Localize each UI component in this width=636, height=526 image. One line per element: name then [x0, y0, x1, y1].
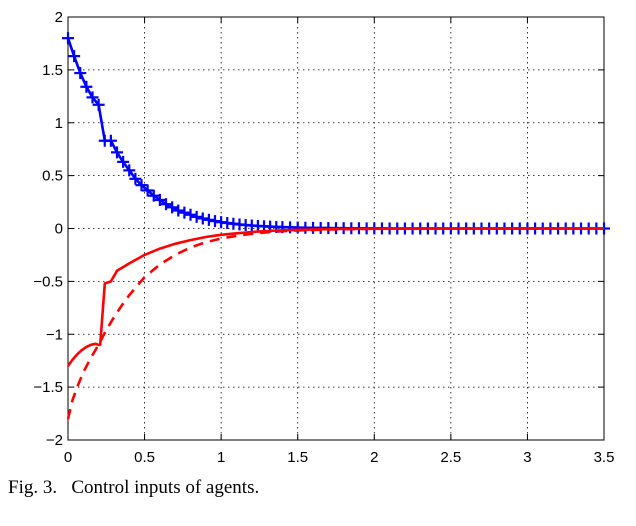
- plus-marker: [80, 80, 93, 93]
- plus-marker: [68, 50, 81, 63]
- plus-marker: [123, 164, 136, 177]
- plus-marker: [196, 212, 209, 225]
- plot-series: [62, 32, 610, 420]
- y-tick-label: 1: [55, 115, 63, 132]
- plus-marker: [153, 193, 166, 206]
- x-tick-label: 2: [370, 449, 378, 466]
- plus-marker: [62, 32, 74, 45]
- plus-marker: [190, 210, 203, 223]
- y-tick-label: −2: [46, 432, 63, 449]
- plus-marker: [74, 67, 87, 80]
- x-tick-label: 1: [217, 449, 225, 466]
- x-tick-label: 0: [64, 449, 72, 466]
- y-tick-label: 1.5: [42, 62, 63, 79]
- plus-marker: [104, 134, 117, 147]
- plus-marker: [202, 213, 215, 226]
- y-tick-label: −1: [46, 326, 63, 343]
- plus-marker: [172, 204, 185, 217]
- y-tick-label: 2: [55, 9, 63, 26]
- plus-marker: [111, 146, 124, 159]
- plus-marker: [117, 155, 130, 168]
- x-tick-label: 3.5: [594, 449, 615, 466]
- chart: 0 0.5 1 1.5 2 2.5 3 3.5 2 1.5 1 0.5 0 −0.5 −1 −1.5 −2: [33, 9, 615, 466]
- x-tick-labels: 0 0.5 1 1.5 2 2.5 3 3.5: [64, 449, 615, 466]
- plus-marker: [129, 172, 142, 185]
- plus-marker: [92, 98, 105, 111]
- y-tick-label: 0: [55, 221, 63, 238]
- axis-ticks: [67, 16, 605, 441]
- x-tick-label: 2.5: [440, 449, 461, 466]
- plus-marker: [184, 208, 197, 221]
- x-tick-label: 0.5: [134, 449, 155, 466]
- plus-marker: [141, 184, 154, 197]
- plus-marker: [135, 179, 148, 192]
- y-tick-label: −1.5: [33, 379, 63, 396]
- series-line-3: [66, 227, 604, 420]
- plus-marker: [160, 198, 173, 211]
- y-tick-labels: 2 1.5 1 0.5 0 −0.5 −1 −1.5 −2: [33, 9, 63, 449]
- series-line-2: [66, 227, 604, 367]
- series-line-1: [66, 37, 604, 230]
- x-tick-label: 3: [523, 449, 531, 466]
- y-tick-label: 0.5: [42, 168, 63, 185]
- plus-marker: [86, 91, 99, 104]
- y-tick-label: −0.5: [33, 273, 63, 290]
- plus-marker: [178, 206, 191, 219]
- x-tick-label: 1.5: [287, 449, 308, 466]
- plus-marker: [147, 189, 160, 202]
- figure-caption: Fig. 3. Control inputs of agents.: [8, 477, 260, 498]
- plus-marker: [166, 201, 179, 214]
